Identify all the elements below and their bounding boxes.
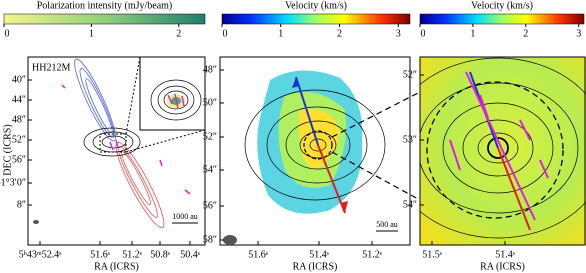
x-tick-label: 51.5ˢ (422, 249, 442, 260)
colorbar-tick-label: 0 (421, 28, 426, 39)
y-tick-label: 58″ (203, 234, 217, 245)
x-tick-label: 51.6ˢ (90, 249, 110, 260)
beam (223, 235, 237, 245)
axes-frame (419, 56, 586, 246)
y-axis-label: DEC (ICRS) (2, 124, 13, 175)
source-label: HH212M (32, 62, 70, 73)
colorbar-tick-label: 1 (89, 28, 94, 39)
zoom-line (125, 129, 206, 153)
colorbar (419, 13, 585, 25)
colorbar-label: Polarization intensity (mJy/beam) (37, 0, 173, 11)
zoom-line (331, 91, 421, 138)
y-tick-label: 54″ (403, 199, 417, 210)
x-tick-label: 50.8ˢ (150, 249, 170, 260)
panel-3 (419, 56, 586, 246)
x-tick-label: 51.2ˢ (122, 249, 142, 260)
panel-2: 500 au (219, 56, 421, 246)
y-tick-label: 56″ (12, 154, 26, 165)
x-axis-label: RA (ICRS) (480, 261, 525, 272)
y-tick-label: 52″ (12, 134, 26, 145)
x-tick-label: 5ʰ43ᵐ52.4ˢ (19, 249, 62, 260)
y-tick-label: -1°3′0″ (0, 177, 26, 188)
y-tick-label: 50″ (203, 97, 217, 108)
y-tick-label: 40″ (12, 74, 26, 85)
y-tick-label: 48″ (203, 64, 217, 75)
colorbar-tick-label: 2 (337, 28, 342, 39)
colorbar-tick-label: 2 (523, 28, 528, 39)
colorbar (3, 13, 206, 25)
y-tick-label: 54″ (203, 164, 217, 175)
dust-contours (420, 57, 586, 239)
dust-contours (244, 89, 386, 201)
arrow-head (340, 201, 348, 213)
zoom-circle (303, 130, 333, 160)
zoom-circle (426, 81, 564, 219)
colorbar-label: Velocity (km/s) (285, 0, 347, 11)
panel-1: 1000 au HH212M DEC (ICRS) (2, 56, 206, 246)
inset-contours (150, 79, 202, 121)
x-axis-label: RA (ICRS) (94, 261, 139, 272)
blue-outflow-arrow (295, 76, 319, 146)
colorbar-label: Velocity (km/s) (471, 0, 533, 11)
x-axis-label: RA (ICRS) (293, 261, 338, 272)
y-tick-label: 56″ (203, 200, 217, 211)
arrow-head (292, 77, 300, 88)
x-tick-label: 51.4ˢ (309, 249, 329, 260)
colorbar-tick-label: 2 (176, 28, 181, 39)
colorbar-tick-label: 0 (223, 28, 228, 39)
polarization-vectors (61, 84, 191, 195)
blue-contours (74, 58, 116, 142)
red-outflow-arrow (497, 147, 531, 231)
colorbar-tick-label: 0 (5, 28, 10, 39)
colorbar-tick-label: 3 (396, 28, 401, 39)
y-tick-label: 44″ (12, 94, 26, 105)
inset (139, 56, 206, 131)
x-tick-label: 51.4ˢ (495, 249, 515, 260)
y-tick-label: 8″ (17, 199, 26, 210)
y-tick-label: 48″ (12, 114, 26, 125)
y-tick-label: 52″ (203, 131, 217, 142)
x-tick-label: 51.6ˢ (248, 249, 268, 260)
x-tick-label: 50.4ˢ (180, 249, 200, 260)
zoom-line (125, 56, 141, 135)
red-outflow-arrow (317, 144, 346, 214)
colorbar-tick-label: 1 (278, 28, 283, 39)
disk-circle (487, 137, 509, 159)
beam (33, 220, 39, 224)
y-tick-label: 53″ (403, 134, 417, 145)
colorbar-tick-label: 3 (576, 28, 581, 39)
scale-bar-label: 1000 au (172, 212, 198, 221)
colorbar (221, 13, 411, 25)
zoom-line (331, 151, 421, 201)
colorbar-tick-label: 1 (470, 28, 475, 39)
polarization-vectors (449, 71, 549, 221)
x-tick-label: 51.2ˢ (362, 249, 382, 260)
scale-bar-label: 500 au (376, 220, 398, 229)
y-tick-label: 52″ (403, 69, 417, 80)
zoom-box (99, 133, 127, 153)
